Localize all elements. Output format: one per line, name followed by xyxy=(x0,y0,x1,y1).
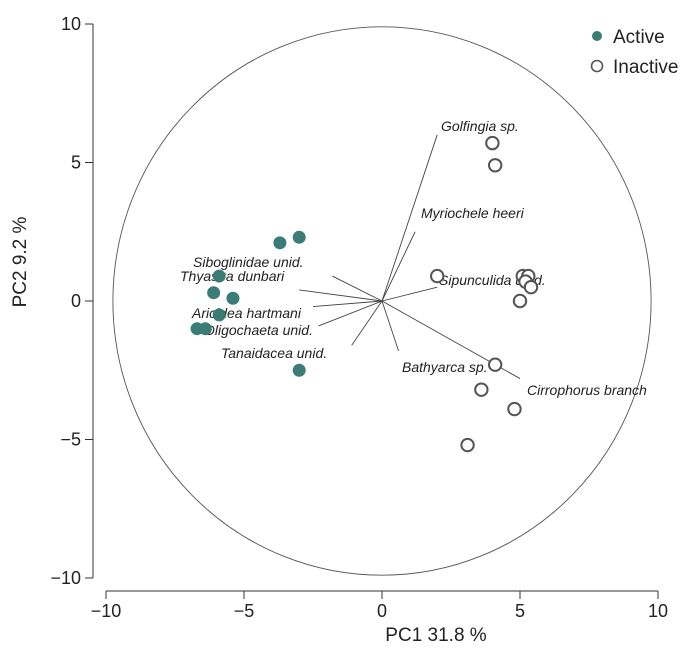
x-tick-label: 10 xyxy=(648,601,668,621)
point-inactive xyxy=(523,279,539,295)
loading-vector xyxy=(381,286,438,302)
loading-vector xyxy=(318,300,383,327)
point-inactive xyxy=(487,357,503,372)
y-tick-label: 0 xyxy=(71,291,81,311)
loading-vector xyxy=(381,300,399,352)
loading-label: Cirrophorus branch xyxy=(527,382,647,398)
loading-vector xyxy=(312,300,383,307)
legend-label-active: Active xyxy=(613,27,665,48)
loading-vector xyxy=(351,300,383,346)
point-inactive xyxy=(460,437,475,453)
loading-vectors: Golfingia sp. Myriochele heeri Siboglinida… xyxy=(180,118,647,398)
legend-marker-inactive xyxy=(590,59,604,73)
point-inactive xyxy=(474,382,489,397)
loading-label: Siboglinidae unid. xyxy=(193,254,304,270)
correlation-circle xyxy=(112,26,652,576)
point-active xyxy=(198,322,212,336)
y-tick-label: 10 xyxy=(61,14,81,34)
point-active xyxy=(207,286,221,300)
loading-label: Thyasira dunbari xyxy=(180,268,285,284)
legend-label-inactive: Inactive xyxy=(613,57,678,78)
point-active xyxy=(273,236,287,250)
loading-label: Golfingia sp. xyxy=(441,118,519,134)
loading-vector xyxy=(299,289,383,302)
y-tick-label: 5 xyxy=(71,153,81,173)
loading-label: Bathyarca sp. xyxy=(402,359,488,375)
y-tick-label: −5 xyxy=(60,430,81,450)
data-points xyxy=(190,135,539,453)
legend-marker-active xyxy=(592,31,602,41)
point-inactive xyxy=(485,135,500,151)
point-inactive xyxy=(507,401,522,417)
point-active xyxy=(292,230,306,244)
point-active xyxy=(292,363,306,377)
x-tick-label: 0 xyxy=(377,601,387,621)
legend: Active Inactive xyxy=(590,27,678,78)
axes: −10 −5 0 5 10 −10 −5 0 5 10 xyxy=(50,14,668,621)
x-tick-label: −10 xyxy=(91,601,122,621)
loading-label: Aricidea hartmani xyxy=(191,305,302,321)
x-tick-label: 5 xyxy=(515,601,525,621)
loading-vector xyxy=(381,231,416,302)
loading-vector xyxy=(332,275,383,302)
y-axis-label: PC2 9.2 % xyxy=(10,216,31,307)
point-inactive xyxy=(512,293,528,309)
y-tick-label: −10 xyxy=(50,568,81,588)
loading-label: Tanaidacea unid. xyxy=(221,345,327,361)
x-axis-label: PC1 31.8 % xyxy=(385,625,486,646)
axis-labels: PC1 31.8 % PC2 9.2 % xyxy=(10,216,487,646)
point-inactive xyxy=(430,268,445,284)
correlation-circle-layer xyxy=(112,26,652,576)
point-active xyxy=(212,308,226,322)
loading-label: Myriochele heeri xyxy=(421,205,525,221)
point-inactive xyxy=(487,158,503,173)
point-active xyxy=(226,291,240,305)
point-active xyxy=(212,269,226,283)
x-tick-label: −5 xyxy=(234,601,255,621)
loading-vector xyxy=(381,134,438,302)
loading-label: Oligochaeta unid. xyxy=(204,322,313,338)
